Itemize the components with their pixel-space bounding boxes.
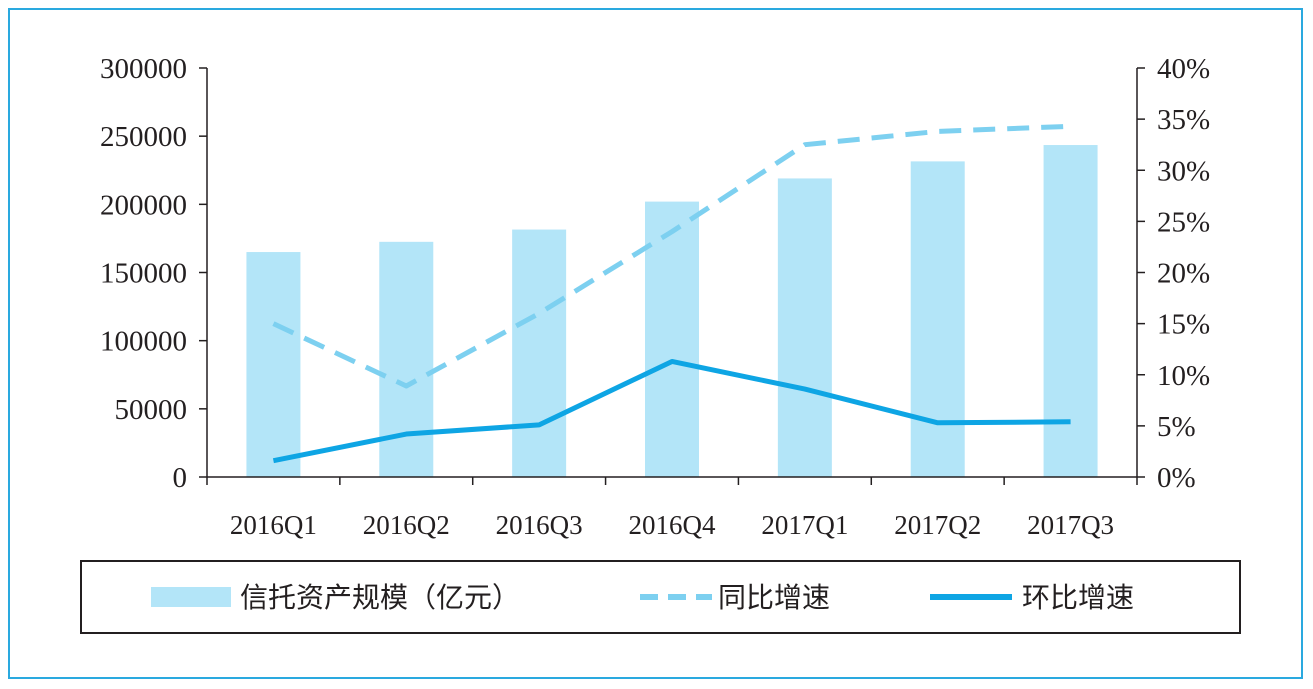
y-right-tick-label: 35% (1157, 104, 1210, 136)
line-series-qoq (272, 358, 1071, 464)
bar-2016Q2 (379, 241, 434, 477)
bar-2016Q4 (645, 201, 699, 477)
bar-2017Q1 (777, 178, 832, 477)
line-series-yoy (272, 123, 1071, 389)
x-tick-label: 2016Q4 (629, 510, 716, 540)
y-left-tick-label: 50000 (115, 394, 188, 426)
y-right-tick-label: 15% (1157, 309, 1210, 341)
bars-layer (246, 145, 1098, 478)
lines-layer (272, 123, 1071, 464)
y-right-tick-label: 40% (1157, 53, 1210, 85)
y-right-tick-label: 5% (1157, 411, 1196, 443)
legend-label-yoy: 同比增速 (718, 581, 830, 614)
x-tick-label: 2017Q2 (894, 510, 981, 540)
y-right-tick-label: 10% (1157, 360, 1210, 392)
y-left-tick-label: 300000 (100, 53, 187, 85)
bar-2016Q1 (246, 252, 301, 477)
y-right-tick-label: 25% (1157, 206, 1210, 238)
chart-frame (8, 8, 1303, 679)
y-right-tick-label: 20% (1157, 258, 1210, 290)
x-tick-label: 2017Q1 (761, 510, 848, 540)
y-right-tick-label: 30% (1157, 155, 1210, 187)
y-right-tick-label: 0% (1157, 462, 1196, 494)
bar-2016Q3 (512, 229, 567, 477)
axes-layer (199, 67, 1145, 485)
legend-swatch-bar (151, 587, 231, 607)
bar-2017Q3 (1043, 145, 1098, 478)
x-tick-label: 2016Q3 (496, 510, 583, 540)
y-left-tick-label: 0 (173, 462, 188, 494)
legend-label-qoq: 环比增速 (1022, 581, 1134, 614)
labels-layer: 0 50000 100000 150000 200000 250000 300000 0% 5%… (100, 53, 1210, 540)
x-tick-label: 2016Q2 (363, 510, 450, 540)
legend: 信托资产规模（亿元） 同比增速 环比增速 (80, 560, 1241, 634)
legend-box (80, 560, 1241, 634)
legend-label-bar: 信托资产规模（亿元） (240, 581, 520, 614)
y-left-tick-label: 150000 (100, 258, 187, 290)
y-left-tick-label: 200000 (100, 189, 187, 221)
y-left-tick-label: 100000 (100, 326, 187, 358)
bar-2017Q2 (910, 161, 965, 477)
x-tick-label: 2017Q3 (1027, 510, 1114, 540)
y-left-tick-label: 250000 (100, 121, 187, 153)
x-tick-label: 2016Q1 (230, 510, 317, 540)
